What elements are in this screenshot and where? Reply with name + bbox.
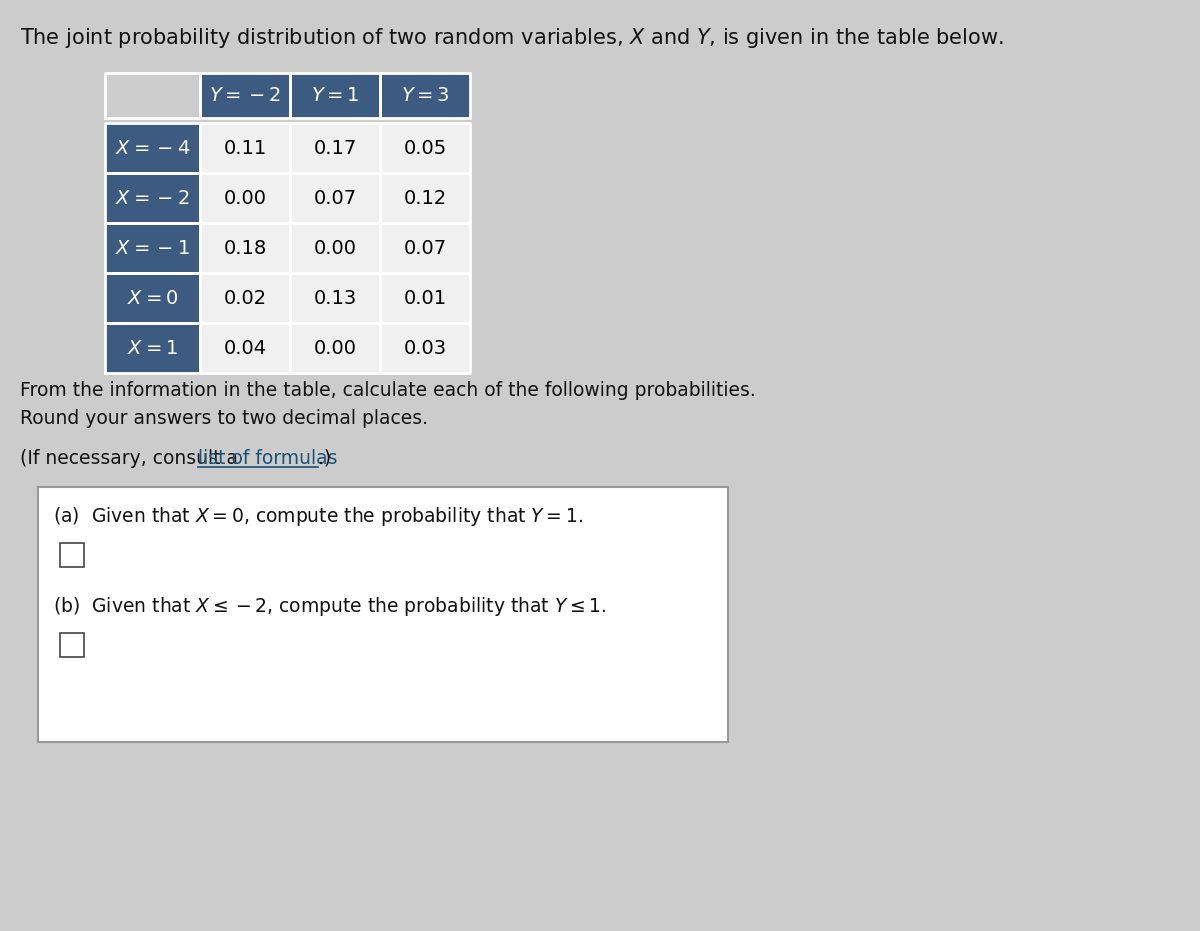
Bar xyxy=(290,223,380,273)
Bar xyxy=(380,323,470,373)
Text: The joint probability distribution of two random variables, $X$ and $Y$, is give: The joint probability distribution of tw… xyxy=(20,26,1003,50)
Bar xyxy=(290,273,380,323)
Bar xyxy=(200,173,290,223)
Text: (a)  Given that $X = 0$, compute the probability that $Y = 1$.: (a) Given that $X = 0$, compute the prob… xyxy=(53,505,583,528)
Text: 0.12: 0.12 xyxy=(403,188,446,208)
Bar xyxy=(200,73,290,118)
Text: 0.04: 0.04 xyxy=(223,339,266,358)
Bar xyxy=(60,543,84,567)
FancyBboxPatch shape xyxy=(38,487,728,742)
Text: Round your answers to two decimal places.: Round your answers to two decimal places… xyxy=(20,409,428,428)
Bar xyxy=(290,73,380,118)
Text: 0.07: 0.07 xyxy=(403,238,446,258)
Bar xyxy=(200,123,290,173)
Text: 0.00: 0.00 xyxy=(223,188,266,208)
Bar xyxy=(60,633,84,657)
Text: 0.00: 0.00 xyxy=(313,238,356,258)
Text: 0.00: 0.00 xyxy=(313,339,356,358)
Text: 0.03: 0.03 xyxy=(403,339,446,358)
Text: $Y=-2$: $Y=-2$ xyxy=(209,86,281,105)
Text: $Y=1$: $Y=1$ xyxy=(311,86,359,105)
Bar xyxy=(380,173,470,223)
Text: 0.18: 0.18 xyxy=(223,238,266,258)
Text: From the information in the table, calculate each of the following probabilities: From the information in the table, calcu… xyxy=(20,381,756,400)
Bar xyxy=(106,223,200,273)
Text: 0.01: 0.01 xyxy=(403,289,446,307)
Text: 0.11: 0.11 xyxy=(223,139,266,157)
Bar xyxy=(200,323,290,373)
Bar xyxy=(106,323,200,373)
Bar xyxy=(106,73,200,118)
Bar xyxy=(200,273,290,323)
Text: 0.05: 0.05 xyxy=(403,139,446,157)
Text: $X=-4$: $X=-4$ xyxy=(115,139,190,157)
Bar xyxy=(380,73,470,118)
Bar xyxy=(290,173,380,223)
Bar xyxy=(200,223,290,273)
Text: (b)  Given that $X \leq -2$, compute the probability that $Y \leq 1$.: (b) Given that $X \leq -2$, compute the … xyxy=(53,595,606,618)
Bar xyxy=(290,323,380,373)
Text: $X=0$: $X=0$ xyxy=(127,289,178,307)
Text: list of formulas: list of formulas xyxy=(198,449,337,468)
Bar xyxy=(380,123,470,173)
Text: 0.02: 0.02 xyxy=(223,289,266,307)
Bar xyxy=(380,223,470,273)
Text: $X=-2$: $X=-2$ xyxy=(115,188,190,208)
Text: (If necessary, consult a: (If necessary, consult a xyxy=(20,449,244,468)
Bar xyxy=(106,173,200,223)
Text: 0.07: 0.07 xyxy=(313,188,356,208)
Bar xyxy=(290,123,380,173)
Bar xyxy=(380,273,470,323)
Text: 0.13: 0.13 xyxy=(313,289,356,307)
Bar xyxy=(106,273,200,323)
Text: 0.17: 0.17 xyxy=(313,139,356,157)
Text: $Y=3$: $Y=3$ xyxy=(401,86,449,105)
Bar xyxy=(106,123,200,173)
Text: .): .) xyxy=(318,449,331,468)
Text: $X=1$: $X=1$ xyxy=(127,339,178,358)
Text: $X=-1$: $X=-1$ xyxy=(115,238,190,258)
